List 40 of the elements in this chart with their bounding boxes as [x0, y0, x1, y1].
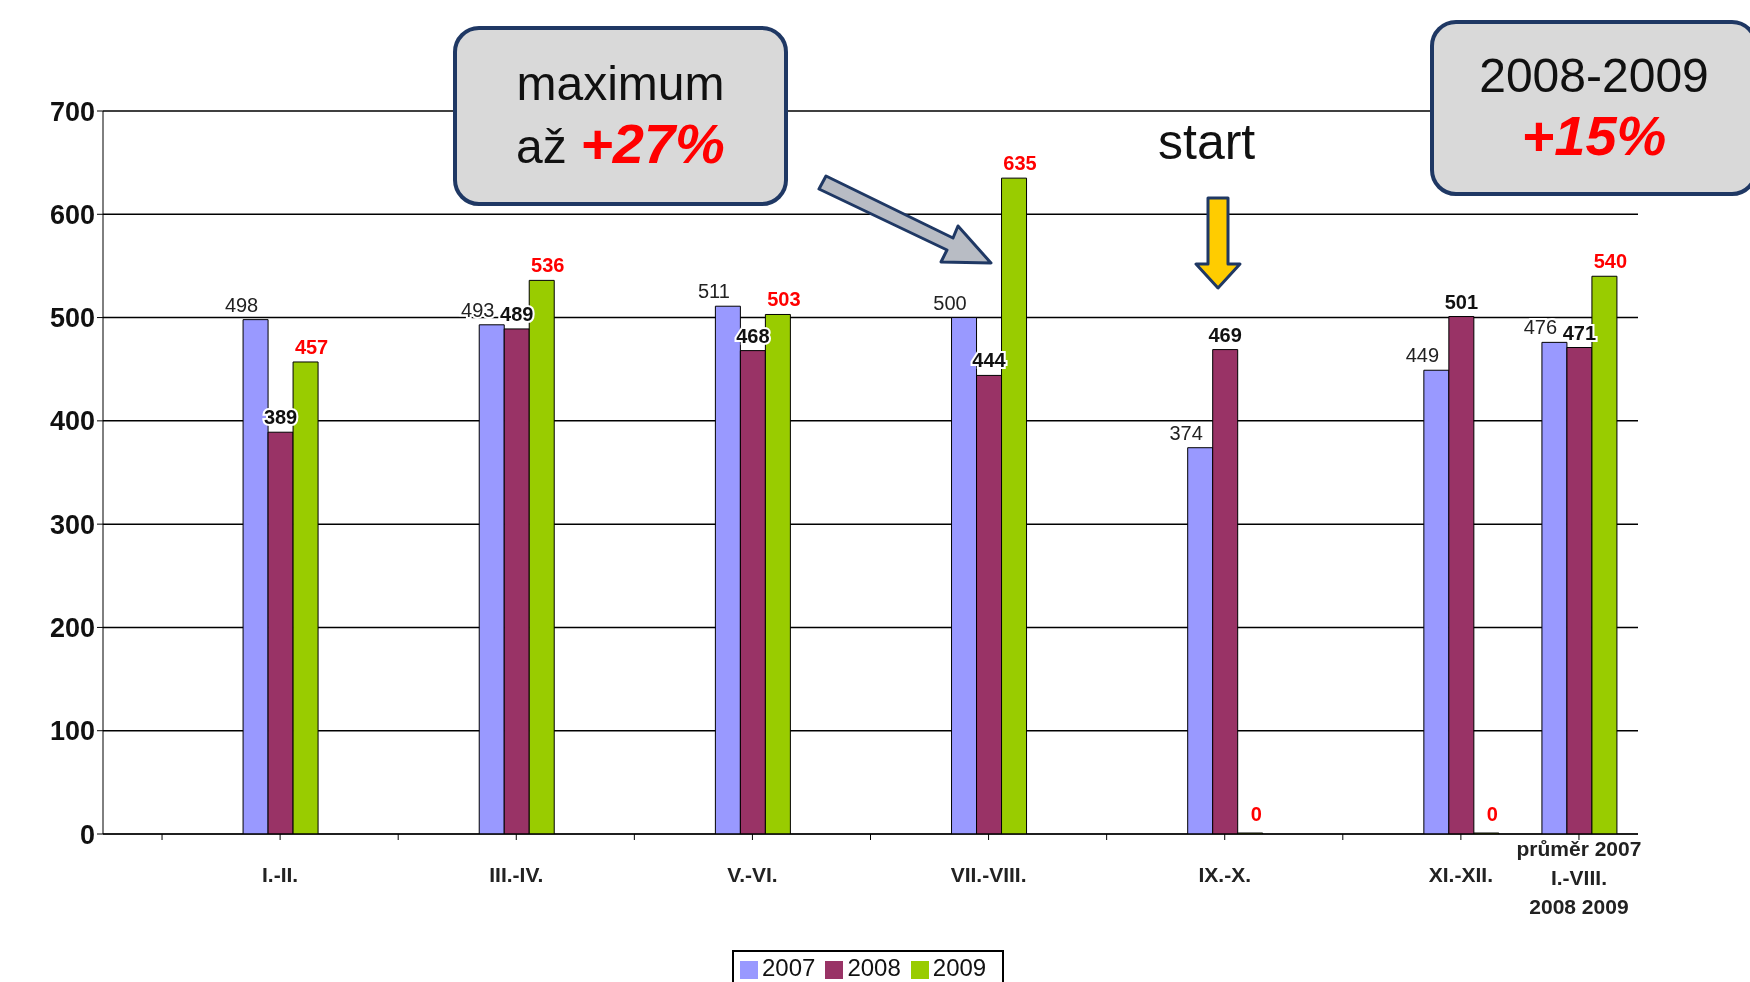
data-label: 469: [1208, 323, 1242, 346]
y-tick-label: 100: [49, 716, 95, 747]
x-tick-label: XI.-XII.: [1428, 863, 1493, 886]
annotation: start: [1158, 113, 1256, 171]
y-tick-label: 400: [49, 406, 95, 437]
data-label: 501: [1444, 290, 1479, 313]
text: maximum: [516, 56, 725, 111]
data-label: 0: [1486, 803, 1498, 825]
x-tick-label: IX.-X.: [1198, 863, 1251, 886]
x-tick-label: III.-IV.: [489, 863, 544, 886]
data-label: 500: [933, 291, 967, 314]
legend-label: 2009: [932, 954, 987, 981]
y-tick-label: 600: [49, 199, 95, 230]
x-tick-label: průměr 2007 I.-VIII. 2008 2009: [1516, 837, 1642, 918]
y-tick-label: 200: [49, 613, 95, 644]
x-tick-label: VII.-VIII.: [950, 863, 1027, 886]
legend-label: 2007: [762, 954, 816, 981]
y-tick-label: 700: [49, 96, 95, 127]
x-tick-label: V.-VI.: [727, 863, 778, 886]
data-label: 511: [697, 280, 730, 303]
y-tick-label: 0: [79, 819, 95, 850]
annotation: až: [516, 120, 567, 173]
data-label: 457: [294, 335, 329, 358]
text: 2008-2009: [1479, 48, 1709, 103]
x-tick-label: I.-II.: [262, 863, 299, 886]
data-label: 635: [1003, 152, 1037, 175]
data-label: 540: [1593, 250, 1628, 273]
annotation: +15%: [1521, 103, 1667, 168]
y-tick-label: 500: [49, 303, 95, 334]
y-tick-label: 300: [49, 509, 95, 540]
data-label: 0: [1250, 803, 1262, 825]
data-label: 503: [767, 288, 801, 311]
data-label: 498: [224, 293, 259, 316]
data-label: 476: [1523, 316, 1558, 339]
legend-label: 2008: [847, 954, 901, 981]
data-label: 536: [531, 254, 565, 277]
annotation: +27%: [580, 112, 725, 175]
data-label: 493: [461, 298, 495, 321]
data-label: 374: [1169, 421, 1203, 444]
data-label: 449: [1405, 344, 1440, 367]
